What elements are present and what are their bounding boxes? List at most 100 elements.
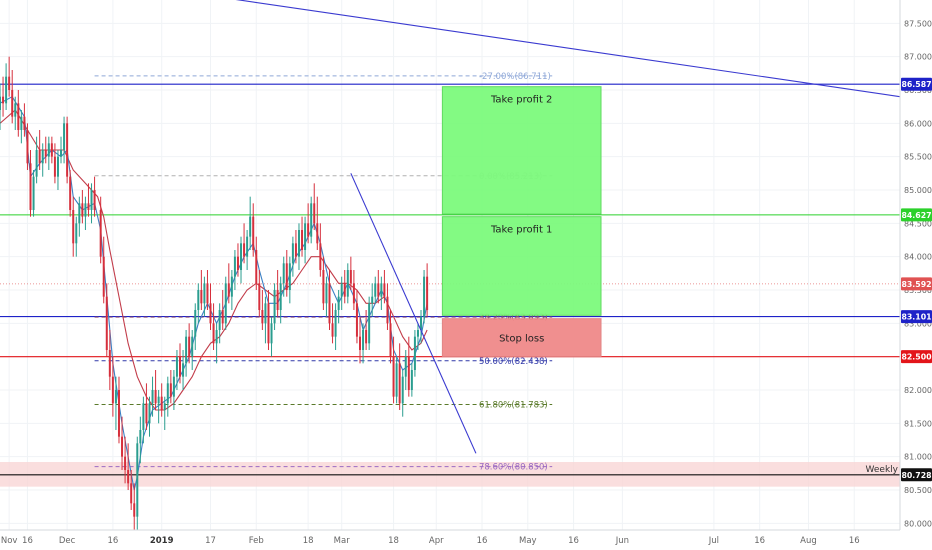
candle-body xyxy=(14,103,17,117)
time-tick-label: Apr xyxy=(429,536,444,546)
candle-body xyxy=(8,76,11,90)
time-tick-label: 18 xyxy=(388,536,399,546)
candle-body xyxy=(246,236,249,257)
candle-body xyxy=(316,223,319,244)
candle-body xyxy=(310,203,313,237)
weekly-label: Weekly xyxy=(866,465,899,475)
time-tick-label: 16 xyxy=(22,536,33,546)
candle-body xyxy=(148,403,151,424)
price-badge-label: 82.500 xyxy=(901,353,932,362)
price-badge xyxy=(901,277,932,291)
candle-body xyxy=(325,283,328,304)
candle-body xyxy=(23,116,26,130)
trendlines-layer[interactable] xyxy=(217,0,901,454)
price-tick-label: 86.000 xyxy=(904,119,932,128)
trendline[interactable] xyxy=(350,173,477,454)
candle-body xyxy=(389,323,392,357)
time-tick-label: Jul xyxy=(708,536,719,546)
candle-body xyxy=(75,223,78,244)
candle-body xyxy=(349,270,352,284)
price-tick-label: 85.000 xyxy=(904,186,932,195)
candle-body xyxy=(392,356,395,397)
time-tick-label: 16 xyxy=(107,536,118,546)
price-tick-label: 80.000 xyxy=(904,519,932,528)
candle-body xyxy=(383,283,386,297)
candle-body xyxy=(139,430,142,444)
candle-body xyxy=(60,150,63,157)
price-badge xyxy=(901,468,932,482)
candle-body xyxy=(44,150,47,157)
trade-zone-label: Take profit 1 xyxy=(490,225,552,236)
candle-body xyxy=(249,216,252,237)
candle-body xyxy=(252,216,255,250)
time-tick-label: Feb xyxy=(249,536,264,546)
candle-body xyxy=(121,436,124,457)
candle-body xyxy=(69,176,72,210)
trade-zone-box[interactable] xyxy=(441,86,602,215)
price-tick-label: 87.000 xyxy=(904,53,932,62)
candle-body xyxy=(218,310,221,330)
price-tick-label: 82.000 xyxy=(904,386,932,395)
time-tick-label: Mar xyxy=(334,536,351,546)
price-tick-label: 83.000 xyxy=(904,319,932,328)
candle-body xyxy=(206,283,209,304)
fib-level-label: -27.00%(86.711) xyxy=(479,72,551,82)
time-tick-label: May xyxy=(519,536,537,546)
trade-zone-box[interactable] xyxy=(441,216,602,316)
candle-body xyxy=(227,283,230,297)
candle-body xyxy=(108,350,111,377)
candle-body xyxy=(160,396,163,410)
candle-body xyxy=(404,356,407,377)
trendline[interactable] xyxy=(217,0,901,98)
candle-body xyxy=(127,470,130,484)
candle-body xyxy=(236,256,239,270)
time-axis[interactable]: Nov 16 Dec 16 2019 17 Feb 18 Mar 18 Apr 16 May 16 Jun J… xyxy=(0,529,900,550)
candle-body xyxy=(142,403,145,430)
candle-body xyxy=(313,203,316,224)
price-tick-label: 81.000 xyxy=(904,453,932,462)
candle-body xyxy=(87,203,90,210)
candle-body xyxy=(35,150,38,177)
candle-body xyxy=(38,150,41,164)
candle-body xyxy=(182,363,185,377)
candle-body xyxy=(368,303,371,344)
candle-body xyxy=(233,256,236,277)
candle-body xyxy=(337,296,340,310)
candle-body xyxy=(304,223,307,250)
candle-body xyxy=(114,390,117,404)
price-badge-label: 83.592 xyxy=(901,280,931,289)
price-tick-label: 83.500 xyxy=(904,286,932,295)
candle-body xyxy=(136,443,139,517)
time-tick-label: Aug xyxy=(800,536,817,546)
ema-fast-line xyxy=(0,95,428,491)
price-badge xyxy=(901,310,932,324)
trade-zone-box[interactable] xyxy=(441,318,602,358)
candle-body xyxy=(331,323,334,337)
candle-body xyxy=(377,283,380,297)
candle-body xyxy=(56,156,59,177)
candle-body xyxy=(41,150,44,164)
candle-body xyxy=(352,283,355,304)
time-tick-label: Jun xyxy=(615,536,629,546)
candle-body xyxy=(191,336,194,357)
candle-body xyxy=(133,503,136,517)
candles-layer xyxy=(0,56,429,530)
time-tick-label: Dec xyxy=(59,536,76,546)
time-tick-label: 2019 xyxy=(150,536,174,546)
candle-body xyxy=(2,96,5,104)
candle-body xyxy=(282,263,285,284)
candle-body xyxy=(426,276,429,310)
candle-body xyxy=(5,76,8,104)
price-badge-label: 84.627 xyxy=(901,211,931,220)
candle-body xyxy=(188,336,191,357)
candle-body xyxy=(267,303,270,344)
trade-zones-layer[interactable]: Take profit 2 Take profit 1 Stop loss xyxy=(441,86,602,358)
candle-body xyxy=(340,283,343,297)
price-axis[interactable]: 87.50087.00086.50086.00085.50085.00084.5… xyxy=(899,0,932,550)
price-tick-label: 84.000 xyxy=(904,253,932,262)
candle-body xyxy=(50,143,53,157)
candle-body xyxy=(328,283,331,324)
candle-body xyxy=(197,290,200,310)
candle-body xyxy=(288,263,291,290)
